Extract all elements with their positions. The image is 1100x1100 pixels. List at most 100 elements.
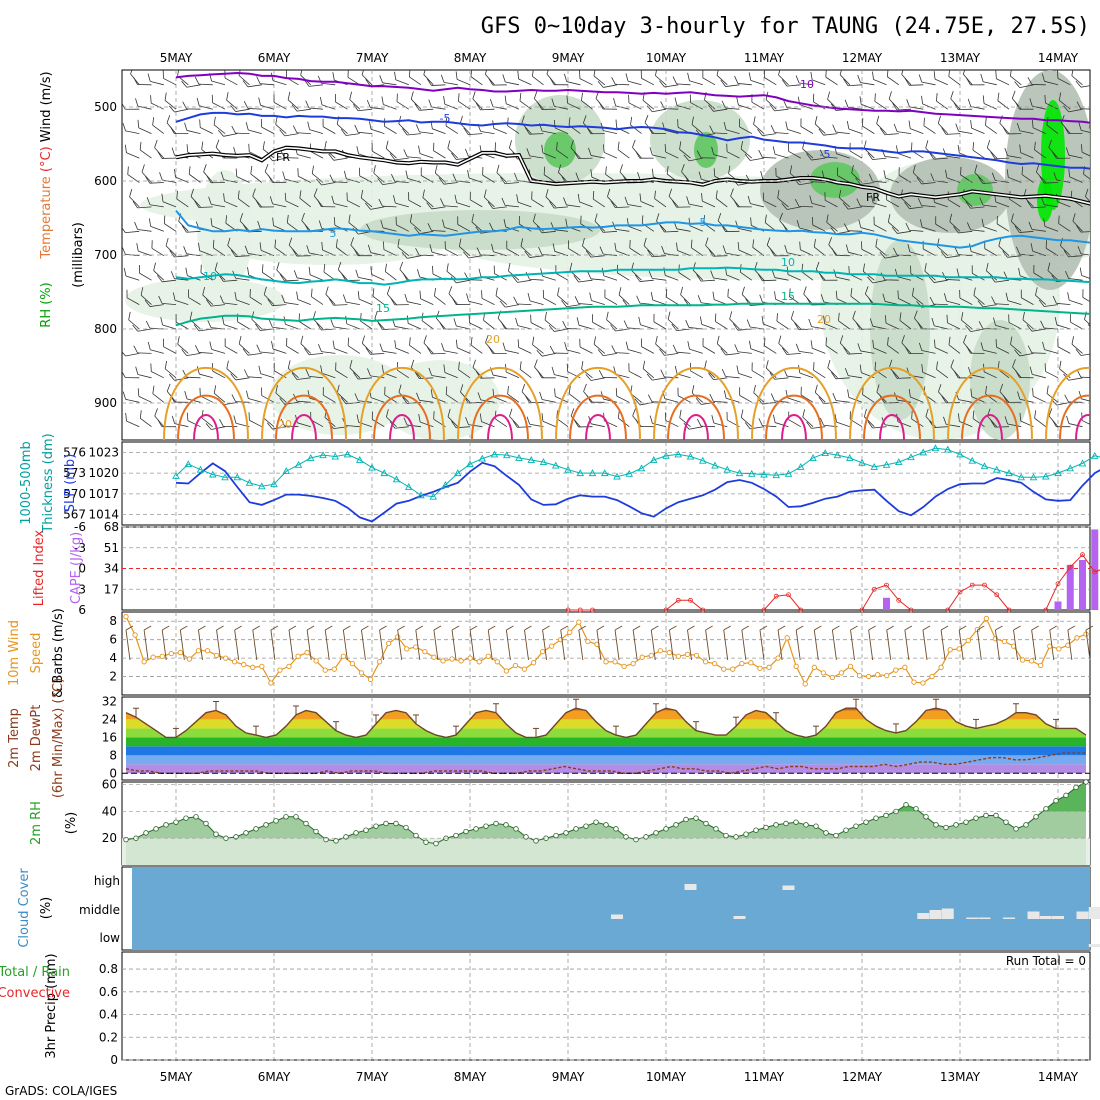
wind-barb [663,267,679,281]
wind-barb-flag [304,224,310,232]
wind-barb [270,629,276,661]
wind-barb-shaft [137,105,152,110]
wind-barb-shaft [713,400,728,403]
wind-barb [940,251,961,259]
wind-barb [531,70,544,86]
wind-barb-flag [716,335,720,344]
wind-barb-flag [123,268,127,277]
wind-speed-marker [621,663,627,670]
wind-barb-shaft [186,130,201,134]
wind-barb [507,386,520,403]
li-tick-label: -6 [74,520,86,534]
wind-barb-flag [1094,287,1100,295]
wind-barb-shaft [223,302,238,305]
wind-barb-shaft [998,245,1010,256]
wind-barb-flag [537,102,543,110]
wind-barb-flag [1053,172,1057,181]
wind-barb-flag [686,196,690,205]
wind-barb-flag [438,177,445,185]
wind-barb-flag [1034,410,1037,419]
wind-barb [283,316,299,330]
wind-barb-flag [834,414,837,423]
wind-barb [904,202,924,210]
wind-barb-shaft [640,324,654,330]
wind-barb [576,317,593,330]
day-label-top: 14MAY [1038,51,1079,65]
wind-barb-flag [451,625,460,631]
wind-barb [483,312,495,330]
wind-barb [781,203,801,210]
wind-barb-shaft [799,227,814,232]
wind-barb-flag [757,129,763,136]
wind-barb-shaft [272,426,287,430]
wind-barb-shaft [788,150,801,159]
wind-barb-shaft [974,172,985,183]
wind-barb-flag [423,70,427,75]
wind-barb [625,73,642,86]
wind-barb [869,318,887,330]
rh2m-unit-part: (%) [64,812,79,835]
wind-barb-shaft [872,157,887,161]
wind-barb-shaft [872,180,887,183]
wind-barb [647,394,667,403]
wind-barb-flag [451,420,457,429]
wind-barb-shaft [468,133,483,136]
wind-barb-flag [219,419,224,427]
wind-barb-flag [934,339,936,348]
wind-barb-shaft [394,181,409,183]
wind-barb-flag [1079,267,1083,276]
wind-barb [634,274,654,282]
wind-barb-shaft [187,420,201,428]
wind-barb-flag [892,371,898,379]
wind-barb-flag [323,263,326,273]
day-label-top: 6MAY [258,51,291,65]
wind-barb-flag [654,190,656,199]
wind-barb-shaft [689,203,703,208]
wind-barb-shaft [676,228,691,232]
wind-speed-marker [730,666,736,672]
wind-barb-flag [455,339,458,348]
wind-barb-shaft [962,196,973,208]
wind-barb [457,216,471,232]
wind-barb-flag [230,249,236,257]
wind-barb-flag [610,324,616,332]
wind-barb-shaft [288,244,299,256]
thickness-marker [821,449,830,457]
wind-barb-shaft [443,205,458,208]
wind-barb [771,269,789,281]
wind-barb-flag [929,296,935,305]
wind-barb-flag [831,371,837,380]
wind-barb-shaft [333,181,348,183]
wind-barb-shaft [1022,319,1034,330]
wind-barb-flag [986,262,989,271]
wind-barb-shaft [249,419,262,428]
wind-barb-flag [810,340,813,349]
wind-barb-flag [235,168,238,177]
wind-barb-flag [377,322,383,330]
wind-speed-marker [920,680,926,686]
rh-marker [453,832,459,839]
li-tick-label: 6 [78,603,86,617]
wind-barb [145,320,164,330]
wind-barb-flag [886,70,889,77]
wind-barb-flag [374,310,378,319]
wind-barb-shaft [1032,127,1046,134]
wind-barb-shaft [1031,352,1046,354]
wind-barb-flag [524,625,532,631]
wind-barb [514,172,532,183]
wind-barb-flag [784,244,788,253]
wind-barb-flag [414,227,420,234]
wind-barb [162,70,177,86]
day-label-top: 11MAY [744,51,785,65]
wind-barb-flag [150,363,152,372]
wind-barb-flag [781,347,788,355]
wind-barb-shaft [593,344,606,354]
wind-barb [196,97,213,110]
wind-barb [990,420,1010,428]
rh2m-unit: (%) [64,812,79,835]
wind-barb-flag [434,287,436,297]
wind-barb-flag [916,177,922,185]
wind-barb-shaft [284,279,299,282]
wind-barb-shaft [713,422,728,428]
wind-barb-shaft [827,367,838,379]
